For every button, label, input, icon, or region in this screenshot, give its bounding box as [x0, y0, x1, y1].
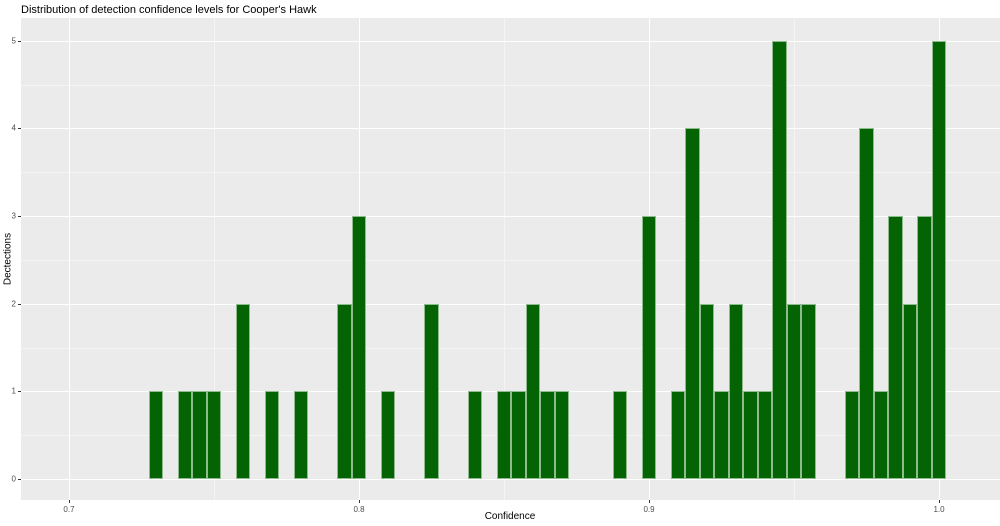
y-tick-label: 4: [11, 123, 16, 133]
y-tick-label: 1: [11, 386, 16, 396]
histogram-bar: [714, 391, 729, 479]
histogram-bar: [177, 391, 193, 479]
histogram-bar: [670, 391, 686, 479]
x-axis-title: Confidence: [484, 511, 536, 522]
y-tick-label: 0: [11, 474, 16, 484]
histogram-bar: [859, 128, 874, 479]
y-axis-tick: [18, 303, 21, 305]
y-gridline-minor: [21, 347, 1000, 349]
y-gridline-major: [21, 216, 1000, 218]
y-axis-tick: [18, 40, 21, 42]
histogram-bar: [264, 391, 280, 479]
y-tick-label: 2: [11, 299, 16, 309]
x-tick-label: 0.9: [643, 505, 655, 514]
histogram-bar: [496, 391, 512, 479]
histogram-bar: [554, 391, 570, 479]
histogram-bar: [844, 391, 860, 479]
histogram-bar: [337, 303, 352, 479]
plot-panel: [21, 18, 1000, 500]
x-gridline-minor: [504, 18, 505, 500]
histogram-bar: [511, 391, 526, 479]
histogram-bar: [902, 303, 918, 479]
y-axis-tick: [18, 391, 21, 393]
x-axis-tick: [68, 500, 70, 503]
x-tick-label: 0.7: [63, 505, 75, 514]
histogram-bar: [540, 391, 555, 479]
y-gridline-major: [21, 40, 1000, 42]
histogram-bar: [772, 40, 787, 479]
y-axis-title: Dectections: [2, 232, 14, 286]
histogram-bar: [380, 391, 396, 479]
histogram-bar: [917, 216, 932, 479]
histogram-bar: [612, 391, 628, 479]
x-tick-label: 1.0: [933, 505, 945, 514]
histogram-bar: [235, 303, 251, 479]
y-gridline-major: [21, 128, 1000, 130]
histogram-bar: [641, 216, 657, 479]
histogram-bar: [685, 128, 700, 479]
y-tick-label: 3: [11, 211, 16, 221]
histogram-bar: [467, 391, 483, 479]
y-tick-label: 5: [11, 36, 16, 46]
x-gridline-minor: [213, 18, 215, 500]
histogram-bar: [192, 391, 207, 479]
y-gridline-minor: [21, 259, 1000, 261]
y-gridline-minor: [21, 84, 1000, 86]
histogram-bar: [743, 391, 758, 479]
histogram-bar: [728, 303, 744, 479]
histogram-bar: [888, 216, 903, 479]
histogram-bar: [699, 303, 715, 479]
y-gridline-major: [21, 478, 1000, 480]
histogram-bar: [424, 303, 439, 479]
histogram-bar: [351, 216, 367, 479]
chart-title: Distribution of detection confidence lev…: [21, 4, 317, 16]
x-axis-tick: [939, 500, 940, 503]
y-gridline-minor: [21, 172, 1000, 174]
x-gridline-major: [68, 18, 70, 500]
histogram-bar: [786, 303, 802, 479]
histogram-bar: [757, 391, 773, 479]
y-axis-tick: [18, 128, 21, 130]
x-tick-label: 0.8: [353, 505, 365, 514]
y-axis-tick: [18, 216, 21, 218]
histogram-bar: [525, 303, 541, 479]
x-axis-tick: [359, 500, 360, 503]
histogram-bar: [293, 391, 309, 479]
y-axis-tick: [18, 478, 21, 480]
histogram-bar: [931, 40, 947, 479]
x-axis-tick: [649, 500, 650, 503]
histogram-bar: [801, 303, 816, 479]
histogram-bar: [148, 391, 164, 479]
histogram-bar: [206, 391, 222, 479]
x-gridline-minor: [794, 18, 795, 500]
y-gridline-major: [21, 303, 1000, 305]
histogram-bar: [873, 391, 889, 479]
